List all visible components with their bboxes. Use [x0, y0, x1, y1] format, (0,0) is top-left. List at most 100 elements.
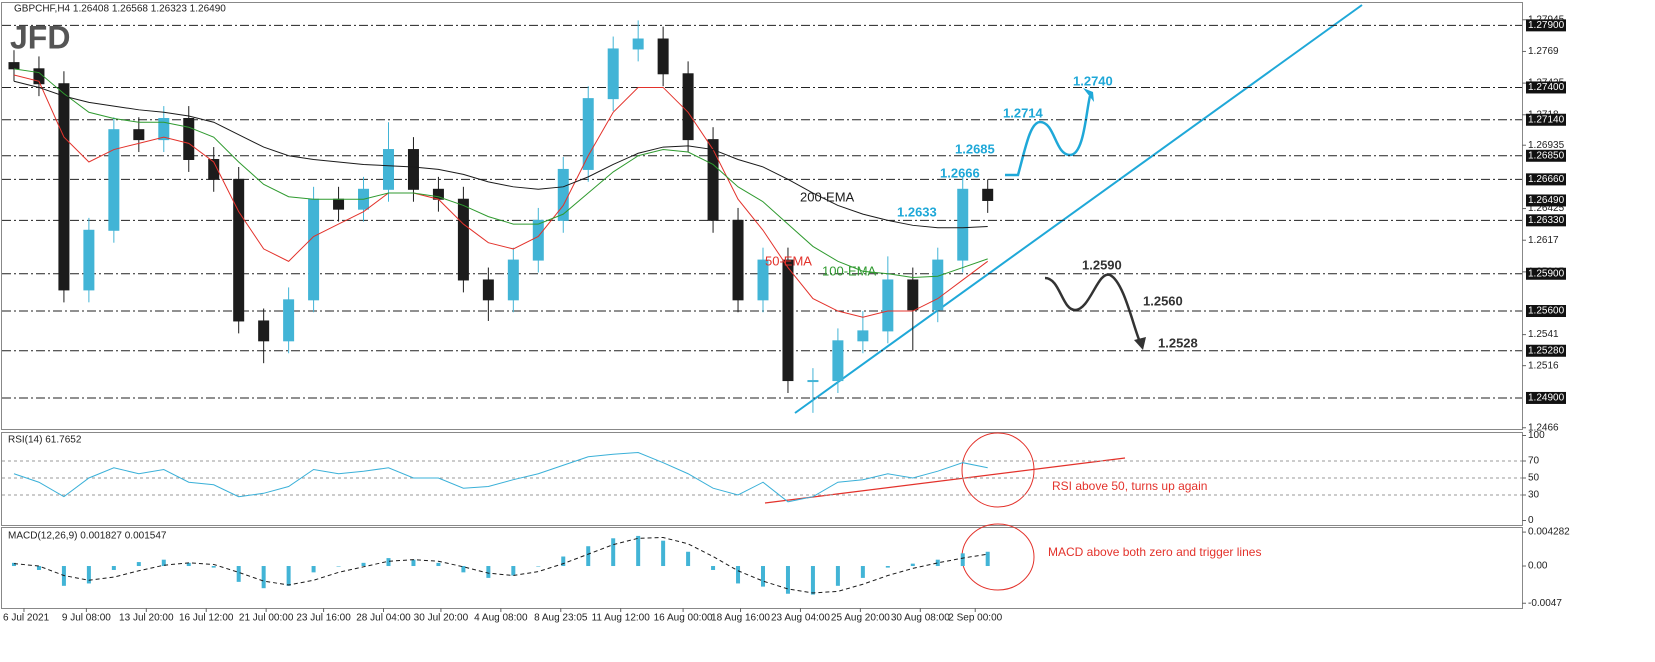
level-label-box [1526, 391, 1566, 404]
candle-body [857, 330, 869, 342]
candle-body [133, 129, 145, 141]
macd-bar [985, 551, 990, 567]
rsi-line [13, 451, 988, 503]
signal-line [13, 537, 988, 594]
candle-body [283, 299, 295, 342]
x-tick-label: 16 Aug 00:00 [654, 613, 713, 624]
level-label: 1.26330 [1528, 215, 1565, 226]
candle-body [657, 38, 669, 75]
macd-bar [36, 566, 41, 570]
x-tick-label: 13 Jul 20:00 [119, 613, 174, 624]
macd-bar [736, 566, 741, 584]
level-label-box [1526, 173, 1566, 186]
candle-body [782, 259, 794, 382]
price-annotation: 1.2714 [1003, 105, 1044, 120]
bearish-projection [1044, 273, 1142, 343]
price-annotation: 1.2740 [1073, 73, 1113, 88]
ema-line [13, 68, 988, 278]
level-label: 1.24900 [1528, 393, 1565, 404]
candle-body [807, 380, 819, 383]
x-tick-label: 28 Jul 04:00 [356, 613, 411, 624]
rsi-title: RSI(14) 61.7652 [8, 435, 82, 446]
x-tick-label: 23 Aug 04:00 [771, 613, 830, 624]
macd-bar [461, 566, 466, 573]
y-tick-label: 1.2617 [1528, 235, 1559, 246]
x-tick-label: 18 Aug 16:00 [711, 613, 770, 624]
candle-body [632, 38, 644, 50]
x-tick-label: 9 Jul 08:00 [62, 613, 111, 624]
candle-body [582, 98, 594, 170]
level-label: 1.27140 [1528, 114, 1565, 125]
macd-panel [1, 527, 1523, 609]
x-tick-label: 30 Aug 08:00 [891, 613, 950, 624]
x-tick-label: 4 Aug 08:00 [474, 613, 528, 624]
x-tick-label: 23 Jul 16:00 [296, 613, 351, 624]
y-tick-label: 1.26935 [1528, 140, 1565, 151]
price-annotation: 1.2666 [940, 165, 980, 180]
y-tick-label: 70 [1528, 456, 1540, 467]
macd-bar [885, 566, 890, 568]
macd-bar [111, 566, 116, 570]
candle-body [682, 73, 694, 141]
macd-title: MACD(12,26,9) 0.001827 0.001547 [8, 531, 167, 542]
logo: JFD [10, 19, 70, 55]
level-label: 1.25600 [1528, 306, 1565, 317]
candle-body [108, 129, 120, 231]
macd-bar [686, 551, 691, 567]
macd-bar [860, 566, 865, 578]
candle-body [333, 198, 345, 210]
macd-bar [186, 562, 191, 567]
x-tick-label: 25 Aug 20:00 [831, 613, 890, 624]
bullish-projection [1005, 95, 1092, 177]
candle-body [233, 178, 245, 322]
y-tick-label: -0.0047 [1528, 598, 1562, 609]
level-label-box [1526, 267, 1566, 280]
arrow-head [1083, 88, 1094, 102]
x-tick-label: 2 Sep 00:00 [948, 613, 1002, 624]
candle-body [308, 198, 320, 301]
price-annotation: 1.2560 [1143, 293, 1183, 308]
level-label: 1.26660 [1528, 174, 1565, 185]
x-tick-label: 8 Aug 23:05 [534, 613, 588, 624]
candle-body [158, 118, 170, 141]
macd-bar [711, 566, 716, 570]
macd-bar [86, 566, 91, 584]
candle-body [482, 279, 494, 301]
rsi-annotation: RSI above 50, turns up again [1052, 479, 1207, 493]
y-tick-label: 50 [1528, 473, 1540, 484]
ema-label: 200-EMA [800, 189, 855, 204]
macd-bar [810, 566, 815, 595]
macd-bar [436, 562, 441, 567]
y-tick-label: 0.004282 [1528, 527, 1570, 538]
candle-body [58, 83, 70, 291]
macd-bar [835, 566, 840, 586]
ema-line [13, 74, 989, 318]
rsi-circle [961, 432, 1035, 508]
macd-bar [536, 566, 541, 567]
macd-bar [311, 566, 316, 573]
candle-body [982, 188, 994, 201]
y-tick-label: 100 [1528, 430, 1545, 441]
macd-bar [411, 559, 416, 567]
candle-body [83, 229, 95, 291]
x-tick-label: 6 Jul 2021 [3, 613, 50, 624]
x-tick-label: 21 Jul 00:00 [239, 613, 294, 624]
macd-bar [161, 559, 166, 567]
candle-body [607, 48, 619, 100]
candle-body [707, 139, 719, 221]
candle-body [507, 259, 519, 301]
current-price-box [1526, 194, 1566, 207]
x-tick-label: 16 Jul 12:00 [179, 613, 234, 624]
candle-body [457, 198, 469, 281]
candle-body [957, 188, 969, 261]
macd-bar [211, 566, 216, 568]
ema-label: 50-EMA [765, 253, 812, 268]
y-tick-label: 1.26425 [1528, 203, 1565, 214]
x-tick-label: 30 Jul 20:00 [414, 613, 469, 624]
price-annotation: 1.2685 [955, 141, 995, 156]
y-tick-label: 1.2541 [1528, 329, 1559, 340]
macd-bar [935, 559, 940, 567]
macd-annotation: MACD above both zero and trigger lines [1048, 545, 1261, 559]
